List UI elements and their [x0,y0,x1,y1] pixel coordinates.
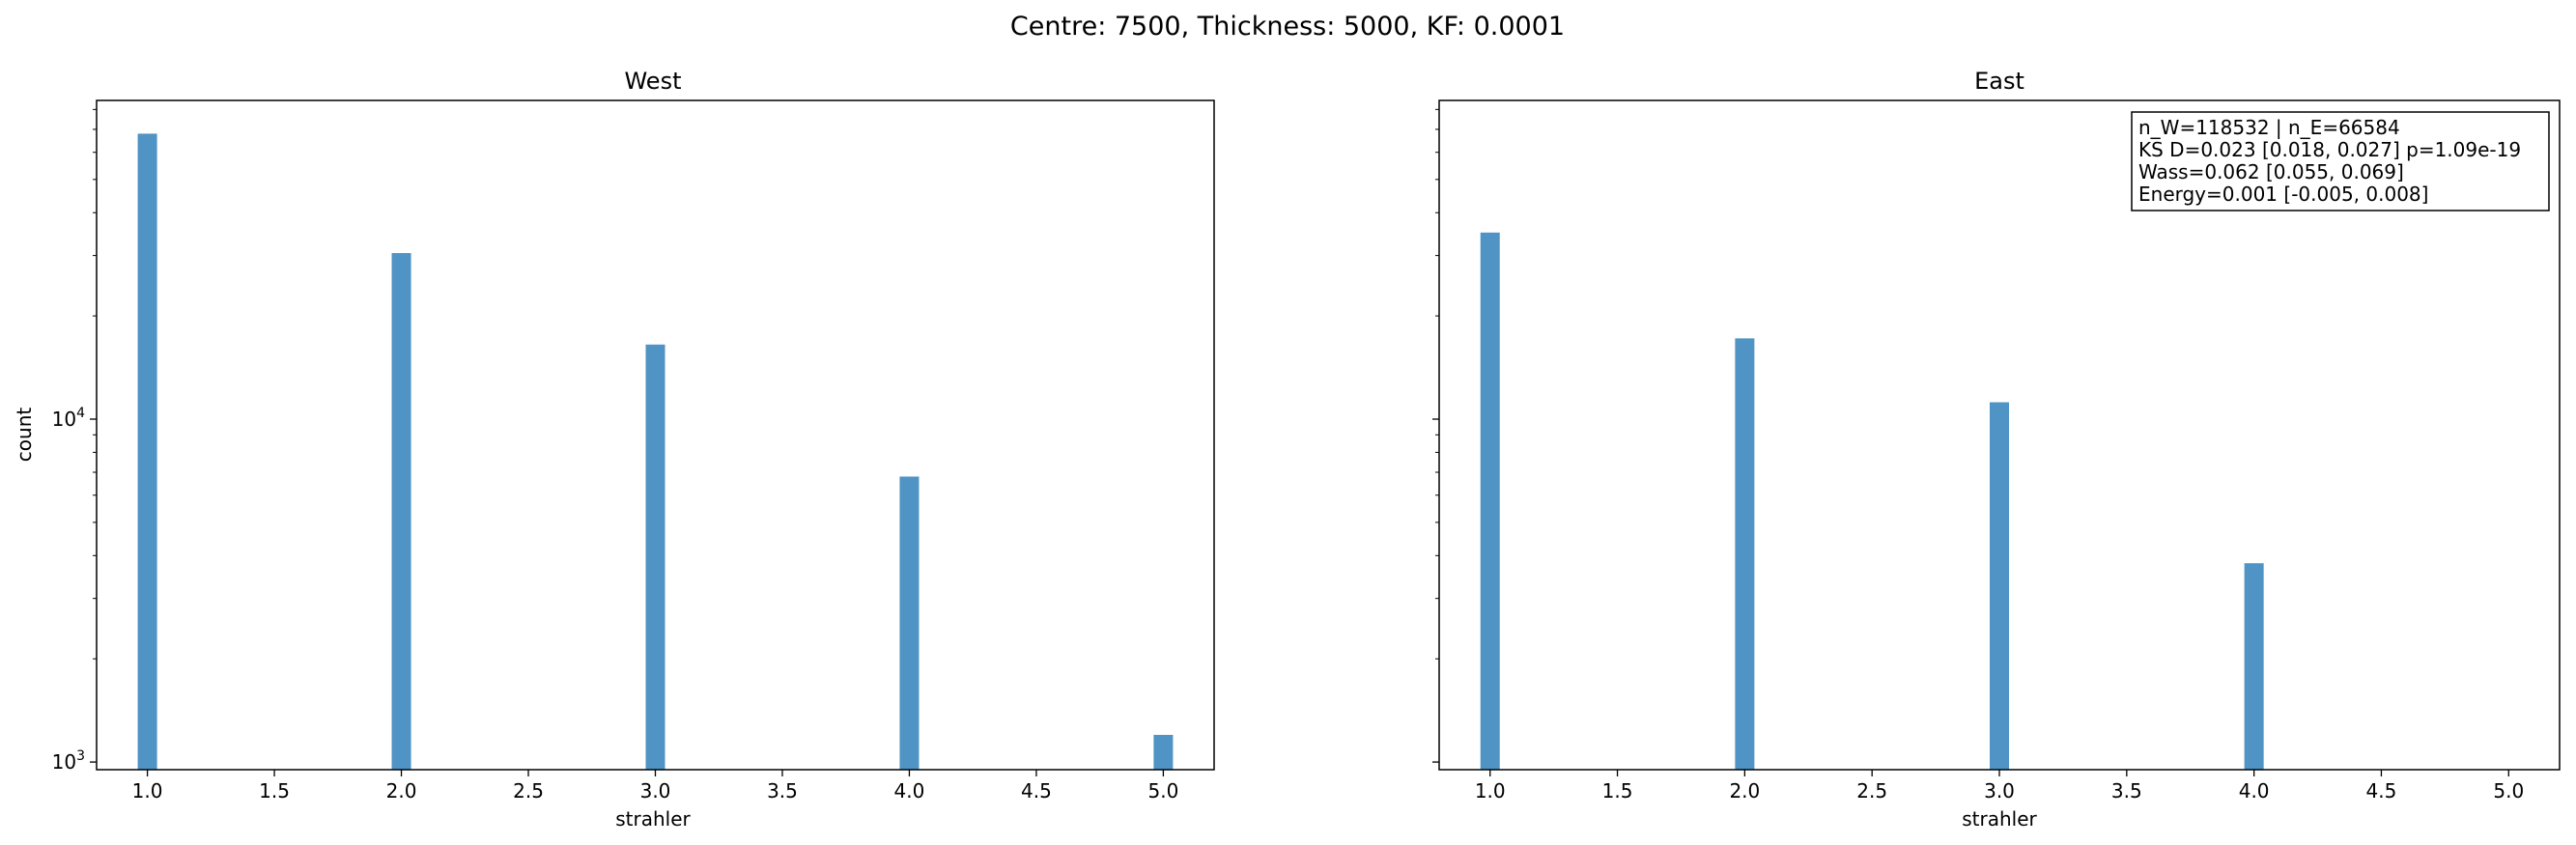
west-x-ticks: 1.0 1.5 2.0 2.5 3.0 3.5 4.0 4.5 5.0 [132,770,1179,803]
bar [1735,338,1755,770]
bar [1153,734,1174,770]
x-tick-label: 1.5 [259,779,290,803]
east-bars [1480,232,2264,771]
x-tick-label: 1.5 [1602,779,1633,803]
x-tick-label: 4.0 [2239,779,2270,803]
bar [1480,232,1500,771]
east-y-ticks [1432,108,1439,763]
x-tick-label: 1.0 [1475,779,1506,803]
west-xlabel: strahler [615,807,691,831]
stats-line: Energy=0.001 [-0.005, 0.008] [2138,183,2428,206]
x-tick-label: 3.5 [2111,779,2142,803]
x-tick-label: 2.0 [1729,779,1760,803]
stats-line: KS D=0.023 [0.018, 0.027] p=1.09e-19 [2138,138,2521,161]
x-tick-label: 5.0 [2493,779,2524,803]
x-tick-label: 4.5 [2366,779,2397,803]
west-title: West [624,68,681,95]
y-tick-label: 103 [52,748,85,774]
x-tick-label: 3.5 [767,779,798,803]
figure-suptitle: Centre: 7500, Thickness: 5000, KF: 0.000… [1010,12,1565,42]
bar [1990,402,2009,770]
bar [899,476,920,770]
stats-line: n_W=118532 | n_E=66584 [2138,116,2400,139]
x-tick-label: 5.0 [1148,779,1179,803]
west-bars [137,133,1174,771]
x-tick-label: 3.0 [1984,779,2015,803]
bar [645,344,665,770]
x-tick-label: 3.0 [640,779,671,803]
y-tick-label: 104 [52,406,85,431]
west-y-ticks: 103 104 [52,108,97,774]
east-axes-frame [1438,99,2561,771]
east-x-ticks: 1.0 1.5 2.0 2.5 3.0 3.5 4.0 4.5 5.0 [1475,770,2524,803]
stats-box: n_W=118532 | n_E=66584 KS D=0.023 [0.018… [2131,111,2550,211]
panel-west: West 1.0 1.5 2.0 2.5 3.0 3.5 4.0 4.5 5.0 103104 … [13,68,1215,831]
east-title: East [1974,68,2024,95]
west-axes-frame [96,99,1215,771]
x-tick-label: 1.0 [132,779,163,803]
x-tick-label: 2.0 [386,779,417,803]
west-ylabel: count [13,408,36,463]
east-xlabel: strahler [1962,807,2037,831]
stats-line: Wass=0.062 [0.055, 0.069] [2138,160,2404,183]
panel-east: East 1.0 1.5 2.0 2.5 3.0 3.5 4.0 4.5 5.0 strahle… [1432,68,2561,831]
stats-box-frame [2131,111,2550,211]
x-tick-label: 2.5 [513,779,544,803]
x-tick-label: 4.0 [894,779,925,803]
x-tick-label: 4.5 [1021,779,1052,803]
bar [391,253,411,771]
bar [137,133,157,771]
x-tick-label: 2.5 [1856,779,1887,803]
bar [2244,563,2264,770]
